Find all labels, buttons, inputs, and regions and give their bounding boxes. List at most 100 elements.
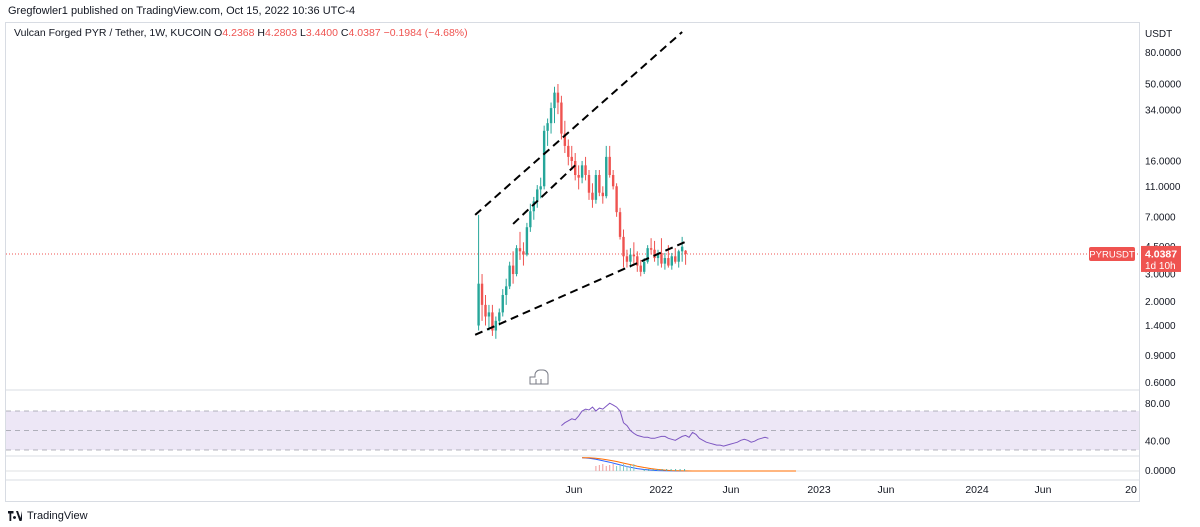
candle-body	[653, 249, 656, 259]
price-tick-label: 50.0000	[1145, 80, 1182, 91]
candle-body	[680, 246, 684, 252]
candle	[549, 102, 553, 134]
time-tick-label: 2022	[649, 484, 673, 496]
candle-body	[549, 108, 553, 124]
candle	[580, 160, 584, 184]
candle-body	[663, 258, 667, 264]
candle	[546, 118, 549, 146]
candle-body	[563, 133, 567, 146]
candle-body	[625, 256, 629, 262]
candle	[670, 252, 673, 270]
candle-body	[529, 211, 532, 228]
time-tick-label: Jun	[1035, 484, 1052, 496]
candle	[591, 183, 594, 208]
candle-body	[598, 174, 601, 193]
time-tick-label: 2024	[965, 484, 989, 496]
open-label: O	[214, 27, 223, 39]
price-tag-value: 4.0387	[1145, 248, 1177, 260]
publisher-credit: Gregfowler1 published on TradingView.com…	[8, 5, 356, 17]
candle-body	[622, 236, 625, 257]
price-tick-label: 1.4000	[1145, 321, 1176, 332]
candle-body	[518, 248, 522, 252]
candle	[498, 308, 501, 326]
candle	[587, 169, 591, 200]
footer-brand: TradingView	[27, 510, 88, 522]
candle	[653, 240, 656, 262]
candle	[567, 139, 570, 166]
candle-body	[480, 283, 484, 305]
candle-body	[677, 251, 680, 262]
candle	[480, 274, 484, 321]
time-tick-label: Jun	[566, 484, 583, 496]
candle-body	[629, 254, 632, 262]
price-tick-label: 2.0000	[1145, 297, 1176, 308]
candle-body	[532, 201, 535, 212]
candle	[618, 207, 622, 240]
symbol-legend[interactable]: Vulcan Forged PYR / Tether, 1W, KUCOIN O…	[14, 27, 468, 39]
candle-body	[484, 304, 487, 317]
time-tick-label: Jun	[878, 484, 895, 496]
chart-gridlines	[5, 253, 1140, 481]
candle	[515, 245, 518, 277]
candle-body	[670, 256, 673, 266]
trendline	[474, 31, 683, 216]
close-label: C	[340, 27, 349, 39]
price-tick-label: 11.0000	[1145, 182, 1181, 193]
rsi-panel	[6, 410, 1139, 451]
candle	[677, 249, 680, 268]
time-tick-label: 20	[1125, 484, 1137, 496]
candle-body	[594, 174, 598, 200]
candle	[487, 304, 491, 331]
candle-body	[542, 130, 546, 187]
candle	[646, 245, 649, 264]
candle	[556, 84, 560, 115]
candle	[522, 242, 525, 266]
candle	[574, 153, 577, 181]
low-label: L	[300, 27, 306, 39]
candle-body	[487, 312, 491, 317]
candle-body	[494, 320, 498, 331]
candle	[505, 278, 508, 305]
high-value: 4.2803	[264, 27, 298, 39]
price-tick-label: 80.0000	[1145, 48, 1182, 59]
candle-body	[646, 248, 649, 262]
candle	[663, 252, 667, 270]
candle	[632, 242, 636, 266]
time-tick-label: 2023	[807, 484, 831, 496]
candle-body	[649, 248, 653, 250]
candle-body	[525, 227, 529, 255]
candle-body	[511, 265, 515, 275]
candle-body	[605, 156, 608, 197]
candle	[518, 231, 522, 260]
candle-body	[584, 165, 587, 175]
candle-body	[667, 258, 670, 266]
candle	[611, 169, 615, 190]
candle-body	[656, 252, 660, 259]
candle-body	[574, 160, 577, 175]
dividend-icon	[529, 369, 549, 385]
candle-body	[570, 156, 573, 161]
candle	[674, 248, 677, 264]
candle	[584, 156, 587, 181]
candle	[639, 259, 642, 277]
price-tick-label: 7.0000	[1145, 212, 1176, 223]
candle-body	[577, 174, 580, 178]
candle	[532, 196, 535, 220]
candle	[539, 177, 542, 199]
candle	[594, 169, 598, 204]
candle	[598, 169, 601, 197]
candle-body	[505, 286, 508, 295]
macd-line	[582, 457, 796, 472]
candle-body	[536, 189, 539, 202]
price-tick-label: 3.0000	[1145, 270, 1176, 281]
candlestick-series	[477, 84, 687, 339]
candle-body	[580, 165, 584, 178]
candle	[656, 249, 660, 266]
event-flag-icon	[529, 369, 549, 385]
candle	[494, 316, 498, 339]
candle-body	[643, 261, 646, 272]
rsi-band	[6, 411, 1139, 450]
candle-body	[639, 265, 642, 272]
candle-body	[567, 145, 570, 157]
